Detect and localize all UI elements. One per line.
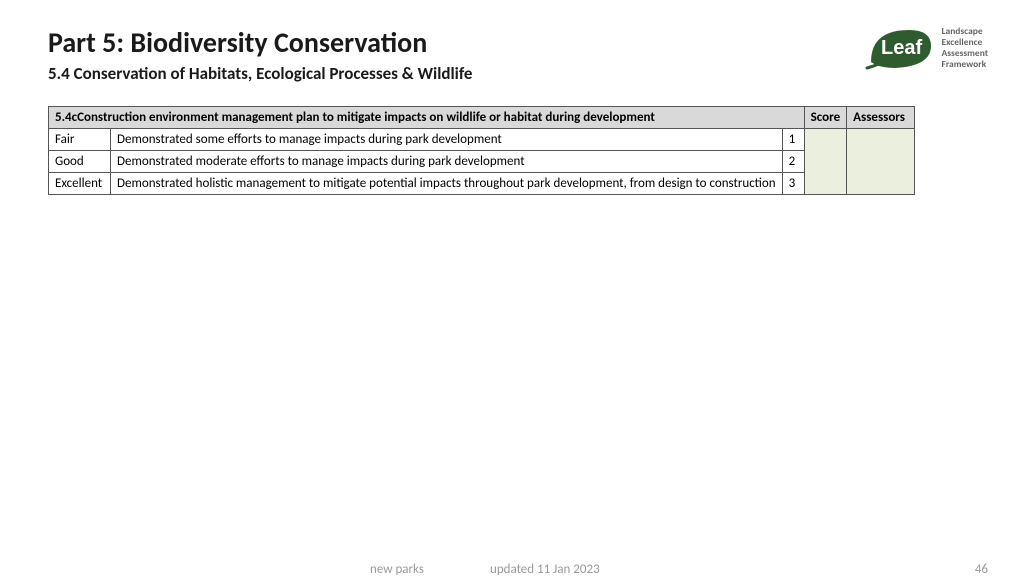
table-row: Excellent Demonstrated holistic manageme…: [49, 172, 915, 194]
footer-updated: updated 11 Jan 2023: [490, 562, 600, 577]
leaf-logo: Leaf Landscape Excellence Assessment Fra…: [861, 22, 988, 74]
svg-text:Leaf: Leaf: [881, 37, 922, 59]
criterion-header: 5.4cConstruction environment management …: [49, 106, 805, 128]
leaf-icon: Leaf: [861, 22, 935, 74]
score-value: 1: [782, 128, 804, 150]
desc-cell: Demonstrated holistic management to miti…: [111, 172, 783, 194]
page-number: 46: [975, 562, 988, 577]
footer-left: new parks: [370, 562, 424, 577]
score-input[interactable]: [804, 128, 847, 194]
table-row: Good Demonstrated moderate efforts to ma…: [49, 150, 915, 172]
desc-cell: Demonstrated some efforts to manage impa…: [111, 128, 783, 150]
score-value: 3: [782, 172, 804, 194]
level-cell: Good: [49, 150, 111, 172]
table-row: Fair Demonstrated some efforts to manage…: [49, 128, 915, 150]
assessors-input[interactable]: [847, 128, 915, 194]
logo-tagline-4: Framework: [941, 59, 988, 70]
assessors-header: Assessors: [847, 106, 915, 128]
level-cell: Fair: [49, 128, 111, 150]
page-subtitle: 5.4 Conservation of Habitats, Ecological…: [48, 63, 861, 84]
assessment-table: 5.4cConstruction environment management …: [48, 106, 915, 195]
page-title: Part 5: Biodiversity Conservation: [48, 28, 861, 59]
level-cell: Excellent: [49, 172, 111, 194]
desc-cell: Demonstrated moderate efforts to manage …: [111, 150, 783, 172]
score-header: Score: [804, 106, 847, 128]
score-value: 2: [782, 150, 804, 172]
